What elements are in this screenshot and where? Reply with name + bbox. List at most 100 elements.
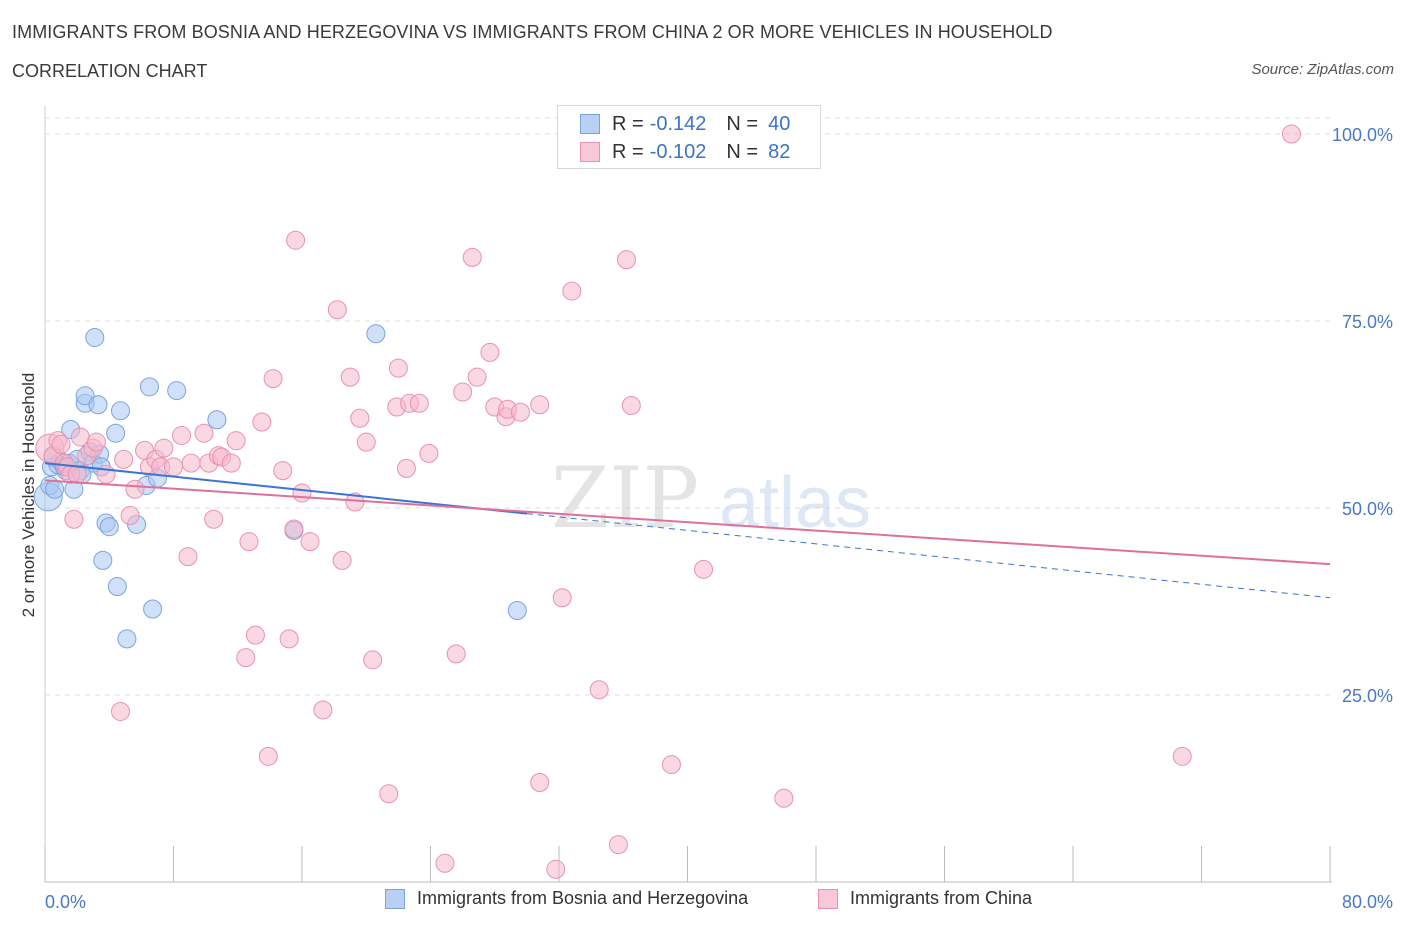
data-point[interactable]: [139, 377, 159, 397]
series-china: [35, 124, 1301, 879]
r-value-bosnia: -0.142: [649, 112, 707, 135]
legend-label-bosnia: Immigrants from Bosnia and Herzegovina: [417, 888, 749, 908]
x-tick-label: 0.0%: [45, 892, 86, 912]
data-point[interactable]: [462, 247, 482, 267]
data-point[interactable]: [207, 410, 227, 430]
data-point[interactable]: [363, 650, 383, 670]
data-point[interactable]: [608, 835, 628, 855]
data-point[interactable]: [409, 393, 429, 413]
data-point[interactable]: [258, 746, 278, 766]
data-point[interactable]: [178, 547, 198, 567]
data-point[interactable]: [446, 644, 466, 664]
data-point[interactable]: [332, 550, 352, 570]
data-point[interactable]: [313, 700, 333, 720]
stats-row-bosnia: R = -0.142 N = 40: [580, 110, 790, 138]
data-point[interactable]: [1281, 124, 1301, 144]
n-label: N =: [726, 112, 759, 135]
data-point[interactable]: [388, 358, 408, 378]
data-point[interactable]: [143, 599, 163, 619]
legend-label-china: Immigrants from China: [850, 888, 1033, 908]
r-value-china: -0.102: [649, 140, 707, 163]
data-points: [33, 124, 1301, 879]
n-value-china: 82: [768, 140, 791, 163]
stats-row-china: R = -0.102 N = 82: [580, 138, 790, 166]
data-point[interactable]: [45, 479, 65, 499]
data-point[interactable]: [419, 443, 439, 463]
data-point[interactable]: [366, 324, 386, 344]
data-point[interactable]: [154, 438, 174, 458]
data-point[interactable]: [453, 382, 473, 402]
data-point[interactable]: [114, 449, 134, 469]
data-point[interactable]: [530, 773, 550, 793]
data-point[interactable]: [273, 461, 293, 481]
data-point[interactable]: [263, 369, 283, 389]
data-point[interactable]: [292, 483, 312, 503]
data-point[interactable]: [252, 412, 272, 432]
legend-swatch-bosnia: [385, 888, 405, 909]
data-point[interactable]: [507, 600, 527, 620]
data-point[interactable]: [194, 423, 214, 443]
data-point[interactable]: [530, 395, 550, 415]
n-value-bosnia: 40: [768, 112, 791, 135]
legend-item-bosnia[interactable]: Immigrants from Bosnia and Herzegovina: [385, 888, 748, 909]
data-point[interactable]: [236, 648, 256, 668]
data-point[interactable]: [340, 367, 360, 387]
data-point[interactable]: [1172, 746, 1192, 766]
data-point[interactable]: [356, 432, 376, 452]
data-point[interactable]: [93, 550, 113, 570]
data-point[interactable]: [226, 431, 246, 451]
data-point[interactable]: [396, 458, 416, 478]
data-point[interactable]: [284, 519, 304, 539]
data-point[interactable]: [379, 784, 399, 804]
data-point[interactable]: [621, 396, 641, 416]
data-point[interactable]: [616, 250, 636, 270]
data-point[interactable]: [435, 853, 455, 873]
data-point[interactable]: [117, 629, 137, 649]
data-point[interactable]: [64, 509, 84, 529]
data-point[interactable]: [286, 230, 306, 250]
data-point[interactable]: [279, 629, 299, 649]
data-point[interactable]: [88, 395, 108, 415]
data-point[interactable]: [106, 423, 126, 443]
data-point[interactable]: [51, 434, 71, 454]
data-point[interactable]: [164, 457, 183, 477]
r-label: R =: [612, 140, 644, 163]
data-point[interactable]: [774, 788, 794, 808]
data-point[interactable]: [694, 559, 714, 579]
chart-subtitle: CORRELATION CHART: [12, 61, 208, 81]
data-point[interactable]: [110, 701, 130, 721]
data-point[interactable]: [552, 588, 572, 608]
bosnia-swatch: [580, 114, 600, 134]
data-point[interactable]: [110, 401, 130, 421]
data-point[interactable]: [589, 680, 609, 700]
data-point[interactable]: [510, 402, 530, 422]
data-point[interactable]: [480, 342, 500, 362]
data-point[interactable]: [204, 509, 224, 529]
data-point[interactable]: [172, 425, 192, 445]
data-point[interactable]: [181, 453, 201, 473]
data-point[interactable]: [546, 859, 566, 879]
data-point[interactable]: [86, 432, 106, 452]
trendline-china: [44, 479, 1331, 566]
data-point[interactable]: [85, 327, 105, 347]
data-point[interactable]: [350, 408, 370, 428]
data-point[interactable]: [562, 281, 582, 301]
data-point[interactable]: [99, 517, 119, 537]
data-point[interactable]: [661, 755, 681, 775]
data-point[interactable]: [167, 381, 187, 401]
chart-legend: Immigrants from Bosnia and Herzegovina I…: [0, 888, 1406, 918]
source-note: Source: ZipAtlas.com: [1251, 61, 1394, 78]
data-point[interactable]: [300, 532, 320, 552]
data-point[interactable]: [107, 577, 127, 597]
data-point[interactable]: [239, 532, 259, 552]
data-point[interactable]: [467, 367, 487, 387]
data-point[interactable]: [120, 505, 140, 525]
data-point[interactable]: [327, 300, 347, 320]
legend-item-china[interactable]: Immigrants from China: [818, 888, 1032, 909]
data-point[interactable]: [125, 479, 145, 499]
grid-lines: [45, 117, 1330, 696]
x-tick-label: 80.0%: [1342, 892, 1393, 912]
data-point[interactable]: [245, 625, 265, 645]
data-point[interactable]: [221, 453, 241, 473]
